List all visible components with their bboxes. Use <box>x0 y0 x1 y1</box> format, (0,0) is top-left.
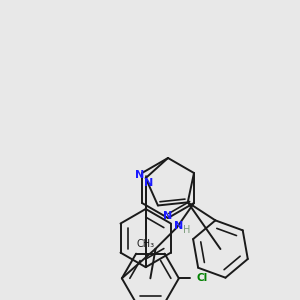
Text: N: N <box>164 211 172 221</box>
Text: N: N <box>135 170 145 180</box>
Text: H: H <box>183 225 190 235</box>
Text: Cl: Cl <box>197 273 208 283</box>
Text: N: N <box>174 220 183 231</box>
Text: CH₃: CH₃ <box>136 239 155 250</box>
Text: N: N <box>144 178 153 188</box>
